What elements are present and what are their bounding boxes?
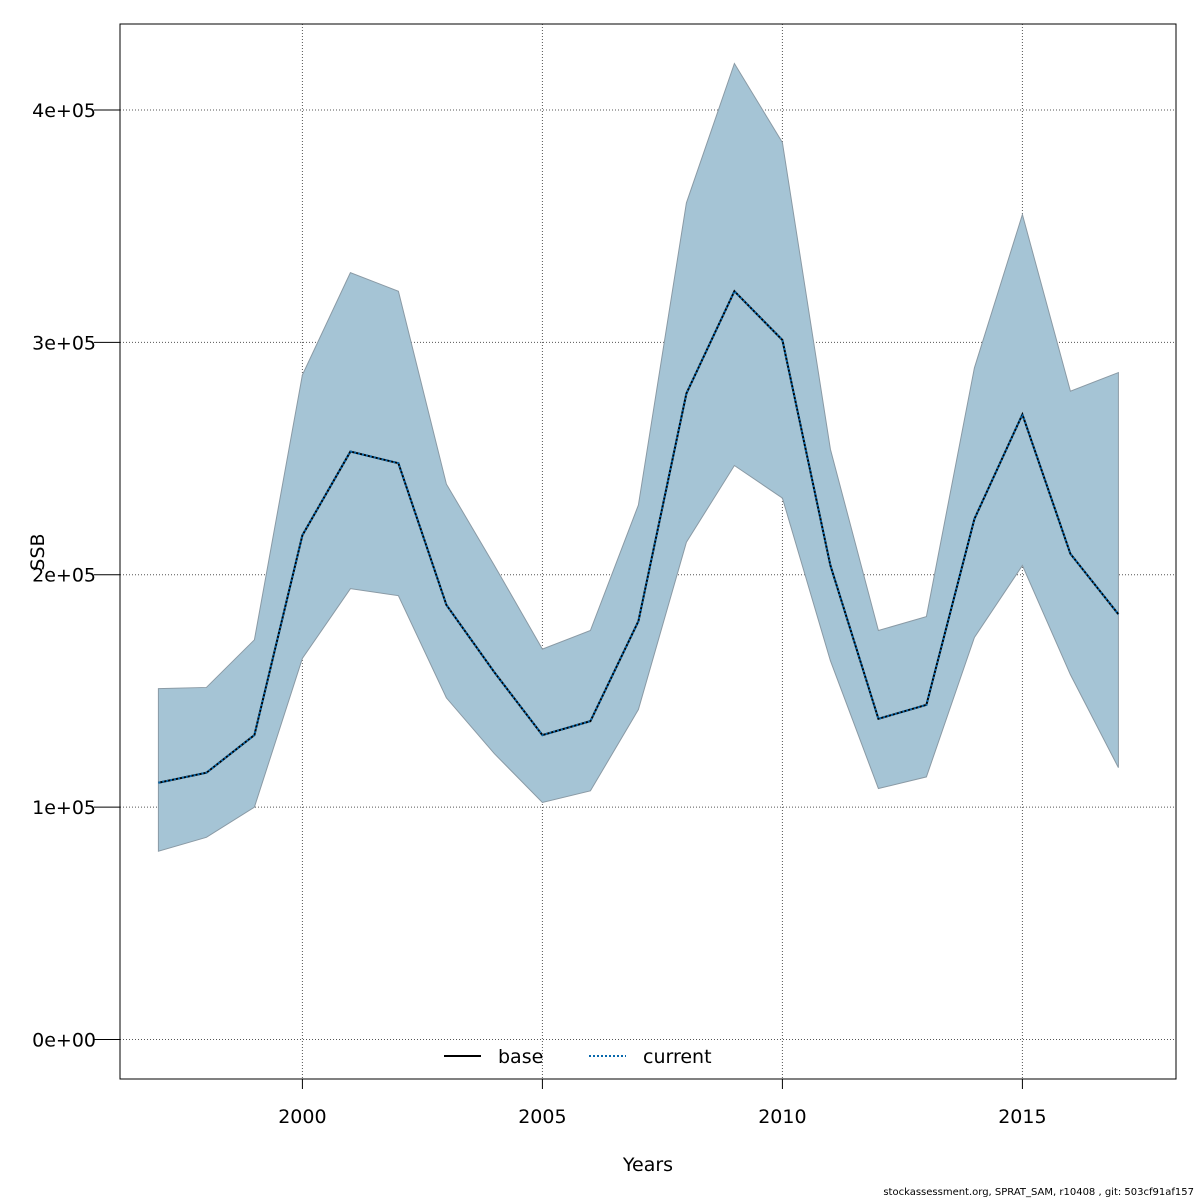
x-tick-label: 2000: [278, 1106, 326, 1128]
y-tick-label: 2e+05: [32, 565, 96, 587]
legend-label-current: current: [643, 1046, 712, 1068]
y-axis-title: SSB: [27, 533, 49, 570]
y-tick-label: 1e+05: [32, 797, 96, 819]
plot-frame: [119, 23, 1177, 1080]
legend: base current: [444, 1046, 712, 1068]
x-tick-label: 2015: [998, 1106, 1046, 1128]
y-tick-label: 3e+05: [32, 332, 96, 354]
legend-label-base: base: [498, 1046, 543, 1068]
series-layer: [158, 289, 1120, 784]
series-line-current: [158, 289, 1120, 784]
x-tick-label: 2005: [518, 1106, 566, 1128]
confidence-band: [157, 62, 1119, 852]
axes: 2000 2005 2010 2015 0e+00 1e+05 2e+05 3e+05 4e+0…: [32, 100, 1046, 1128]
confidence-band-layer: [157, 62, 1119, 852]
footer-credit: stockassessment.org, SPRAT_SAM, r10408 ,…: [883, 1187, 1194, 1198]
y-tick-label: 0e+00: [32, 1029, 96, 1051]
y-tick-label: 4e+05: [32, 100, 96, 122]
x-axis-title: Years: [622, 1154, 673, 1176]
x-tick-label: 2010: [758, 1106, 806, 1128]
